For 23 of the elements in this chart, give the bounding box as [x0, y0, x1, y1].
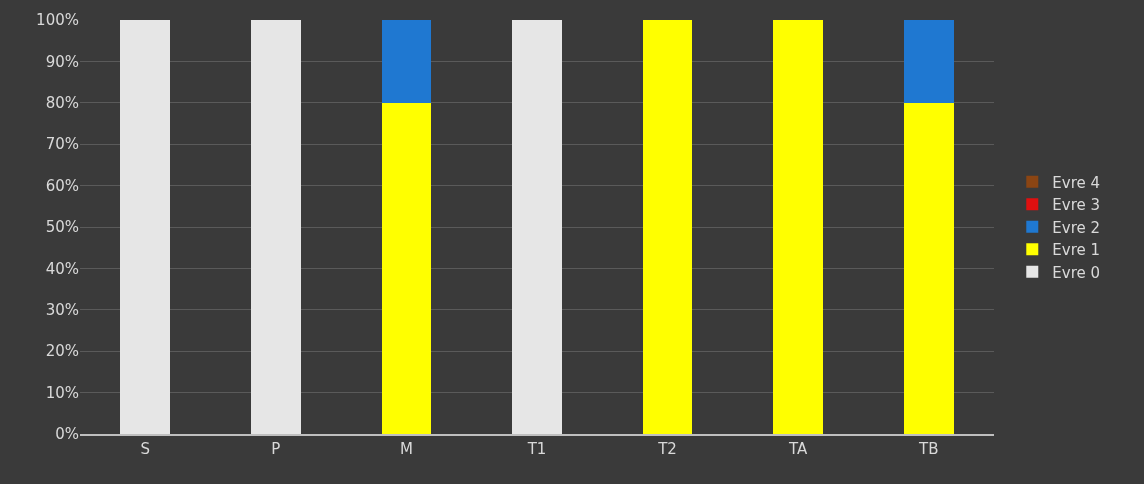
legend-label: Evre 4: [1052, 173, 1101, 192]
x-tick-label: T1: [526, 440, 547, 458]
y-tick-label: 50%: [45, 218, 79, 237]
x-tick-label: TB: [917, 440, 939, 458]
x-tick-label: M: [399, 440, 413, 458]
legend-label: Evre 0: [1052, 263, 1101, 282]
y-tick-label: 20%: [45, 342, 79, 361]
x-tick-label: T2: [657, 440, 677, 458]
x-tick-label: TA: [788, 440, 809, 458]
y-tick-label: 60%: [45, 176, 79, 195]
legend-label: Evre 2: [1052, 218, 1101, 237]
y-tick-label: 100%: [36, 11, 79, 30]
y-tick-label: 10%: [45, 383, 79, 402]
y-tick-label: 90%: [45, 52, 79, 71]
y-tick-label: 30%: [45, 301, 79, 320]
y-tick-label: 0%: [55, 425, 79, 444]
legend-label: Evre 3: [1052, 196, 1101, 215]
y-tick-label: 70%: [45, 135, 79, 154]
x-tick-label: S: [140, 440, 151, 458]
legend-label: Evre 1: [1052, 241, 1101, 260]
x-tick-label: P: [271, 440, 281, 458]
y-tick-label: 80%: [45, 94, 79, 113]
y-tick-label: 40%: [45, 259, 79, 278]
